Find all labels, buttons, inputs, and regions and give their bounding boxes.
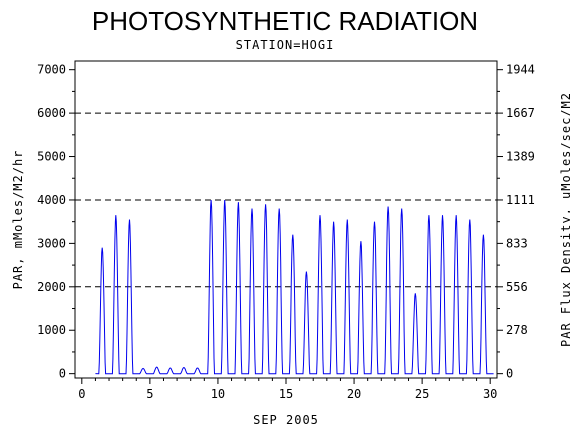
x-tick-label: 20 bbox=[347, 387, 361, 401]
y-tick-label: 5000 bbox=[37, 150, 66, 164]
y-tick-label: 4000 bbox=[37, 193, 66, 207]
y2-tick-label: 278 bbox=[506, 323, 528, 337]
y2-tick-label: 1389 bbox=[506, 150, 535, 164]
chart-subtitle: STATION=HOGI bbox=[235, 38, 335, 52]
y2-tick-label: 1667 bbox=[506, 106, 535, 120]
y-tick-label: 2000 bbox=[37, 280, 66, 294]
y2-tick-label: 1944 bbox=[506, 63, 535, 77]
y-tick-label: 3000 bbox=[37, 236, 66, 250]
x-tick-label: 10 bbox=[211, 387, 225, 401]
x-axis-label: SEP 2005 bbox=[253, 413, 319, 427]
x-tick-label: 5 bbox=[146, 387, 153, 401]
chart-title: PHOTOSYNTHETIC RADIATION bbox=[91, 6, 479, 36]
plot-frame bbox=[74, 60, 498, 379]
left-axis: 0 1000 2000 3000 4000 5000 6000 7000 bbox=[37, 63, 75, 381]
y2-tick-label: 1111 bbox=[506, 193, 535, 207]
x-tick-label: 30 bbox=[483, 387, 497, 401]
y2-axis-label: PAR Flux Density, uMoles/sec/M2 bbox=[559, 92, 570, 347]
x-tick-label: 0 bbox=[78, 387, 85, 401]
y-tick-label: 7000 bbox=[37, 63, 66, 77]
y-tick-label: 0 bbox=[59, 367, 66, 381]
y-tick-label: 1000 bbox=[37, 323, 66, 337]
y-tick-label: 6000 bbox=[37, 106, 66, 120]
right-axis: 0 278 556 833 1111 1389 1667 1944 bbox=[497, 63, 535, 381]
y2-tick-label: 556 bbox=[506, 280, 528, 294]
par-series-line bbox=[95, 199, 494, 375]
x-tick-label: 25 bbox=[415, 387, 429, 401]
reference-lines bbox=[75, 112, 497, 288]
y-axis-label: PAR, mMoles/M2/hr bbox=[11, 150, 25, 290]
y2-tick-label: 0 bbox=[506, 367, 513, 381]
x-tick-label: 15 bbox=[279, 387, 293, 401]
y2-tick-label: 833 bbox=[506, 236, 528, 250]
x-axis: 0 5 10 15 20 25 30 bbox=[78, 378, 497, 401]
